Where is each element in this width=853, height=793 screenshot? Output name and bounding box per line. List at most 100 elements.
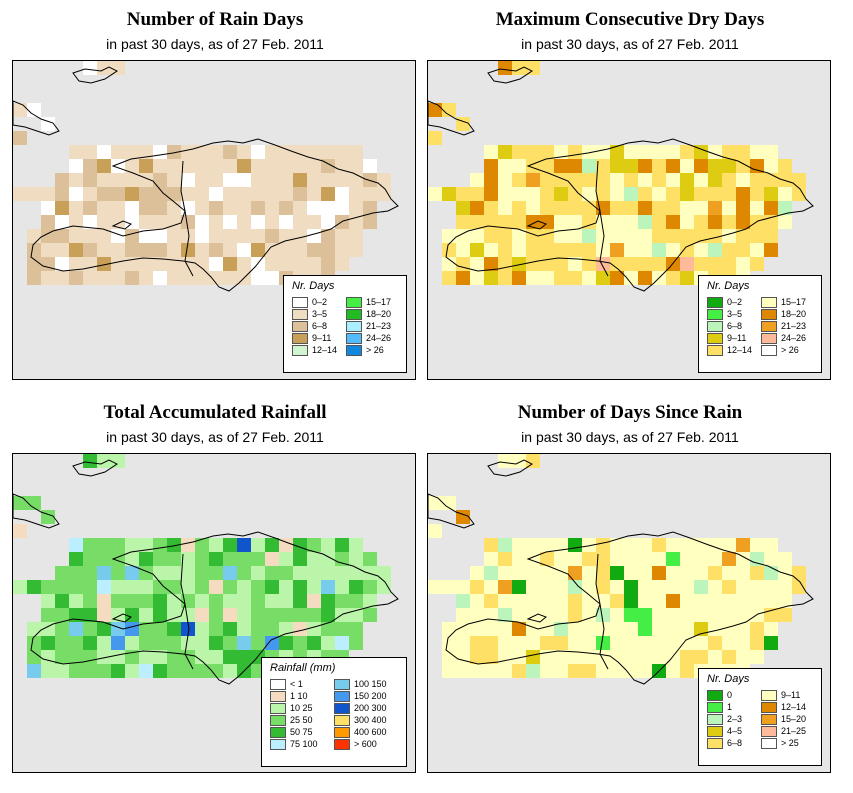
grid-cell	[69, 650, 83, 664]
legend-item: 25 50	[270, 714, 318, 726]
grid-cell	[195, 271, 209, 285]
grid-cell	[610, 215, 624, 229]
grid-cell	[321, 552, 335, 566]
grid-cell	[708, 622, 722, 636]
legend-label: 6–8	[727, 321, 743, 331]
grid-cell	[652, 215, 666, 229]
legend-item: 300 400	[334, 714, 387, 726]
grid-cell	[652, 566, 666, 580]
grid-cell	[251, 566, 265, 580]
grid-cell	[666, 201, 680, 215]
grid-cell	[484, 664, 498, 678]
legend-label: 15–17	[781, 297, 807, 307]
legend-swatch	[761, 296, 777, 308]
grid-cell	[526, 145, 540, 159]
grid-cell	[666, 145, 680, 159]
legend-swatch	[334, 678, 350, 690]
grid-cell	[722, 187, 736, 201]
grid-cell	[377, 566, 391, 580]
grid-cell	[680, 664, 694, 678]
grid-cell	[666, 594, 680, 608]
grid-cell	[694, 594, 708, 608]
grid-cell	[41, 257, 55, 271]
grid-cell	[321, 215, 335, 229]
grid-cell	[195, 173, 209, 187]
legend-swatch	[761, 320, 777, 332]
grid-cell	[125, 580, 139, 594]
grid-cell	[111, 636, 125, 650]
hispaniola-coastline	[445, 531, 814, 685]
grid-cell	[153, 552, 167, 566]
grid-cell	[638, 243, 652, 257]
grid-cell	[638, 229, 652, 243]
grid-cell	[279, 145, 293, 159]
grid-cell	[708, 594, 722, 608]
legend-col-2: 15–17 18–20 21–23 24–26 > 26	[761, 296, 806, 356]
grid-cell	[69, 243, 83, 257]
grid-cell	[167, 187, 181, 201]
grid-cell	[363, 187, 377, 201]
grid-cell	[722, 650, 736, 664]
legend-label: 21–25	[781, 726, 807, 736]
grid-cell	[55, 187, 69, 201]
grid-cell	[540, 538, 554, 552]
grid-cell	[307, 636, 321, 650]
grid-cell	[209, 650, 223, 664]
grid-cell	[237, 145, 251, 159]
legend-swatch	[346, 344, 362, 356]
grid-cell	[638, 187, 652, 201]
grid-cell	[750, 229, 764, 243]
grid-cell	[251, 159, 265, 173]
grid-cell	[484, 622, 498, 636]
grid-cell	[307, 215, 321, 229]
legend-label: 50 75	[290, 727, 313, 737]
grid-cell	[27, 496, 41, 510]
grid-cell	[666, 215, 680, 229]
legend-item: 150 200	[334, 690, 387, 702]
legend-swatch	[334, 702, 350, 714]
grid-cell	[83, 608, 97, 622]
grid-cell	[680, 257, 694, 271]
grid-cell	[27, 243, 41, 257]
grid-cell	[568, 580, 582, 594]
grid-cell	[307, 580, 321, 594]
grid-cell	[568, 215, 582, 229]
grid-cell	[181, 229, 195, 243]
legend-item: > 25	[761, 737, 806, 749]
grid-cell	[321, 145, 335, 159]
grid-cell	[237, 552, 251, 566]
grid-cell	[722, 538, 736, 552]
grid-cell	[792, 173, 806, 187]
grid-cell	[554, 243, 568, 257]
grid-cell	[498, 594, 512, 608]
legend-item: 15–17	[346, 296, 391, 308]
grid-cell	[512, 201, 526, 215]
grid-cells	[428, 61, 806, 285]
border-line	[180, 160, 194, 277]
grid-cell	[610, 566, 624, 580]
grid-cell	[498, 650, 512, 664]
grid-cell	[237, 580, 251, 594]
grid-cell	[652, 187, 666, 201]
grid-cell	[223, 622, 237, 636]
legend-swatch	[270, 702, 286, 714]
grid-cell	[377, 580, 391, 594]
grid-cell	[237, 243, 251, 257]
grid-cell	[764, 229, 778, 243]
grid-cell	[624, 243, 638, 257]
grid-cell	[582, 622, 596, 636]
grid-cell	[512, 271, 526, 285]
legend-item: 3–5	[292, 308, 337, 320]
grid-cell	[27, 257, 41, 271]
grid-cell	[335, 622, 349, 636]
grid-cell	[97, 454, 111, 468]
grid-cell	[13, 580, 27, 594]
grid-cell	[97, 552, 111, 566]
grid-cell	[484, 580, 498, 594]
grid-cell	[293, 636, 307, 650]
grid-cell	[680, 608, 694, 622]
grid-cell	[97, 580, 111, 594]
grid-cell	[596, 173, 610, 187]
legend-swatch	[270, 690, 286, 702]
grid-cell	[554, 538, 568, 552]
